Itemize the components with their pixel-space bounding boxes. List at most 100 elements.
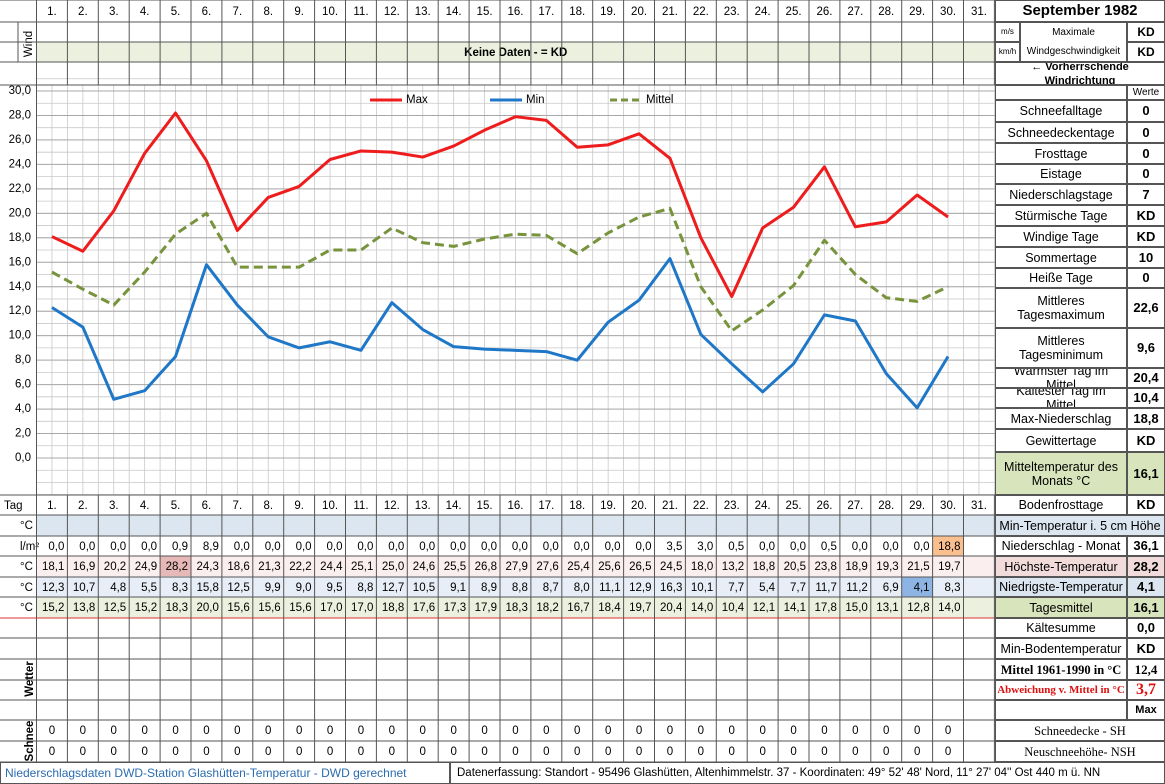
table-value: 15,6 — [258, 602, 280, 614]
table-value: 18,1 — [42, 561, 64, 573]
y-tick-label: 6,0 — [15, 379, 31, 391]
summary-label: Niederschlag - Monat — [995, 536, 1127, 556]
table-value: 0 — [296, 746, 302, 758]
wind-max-label: Windgeschwindigkeit — [1020, 42, 1127, 62]
row-background — [36, 577, 995, 597]
stat-label: Sommertage — [995, 247, 1127, 268]
table-value: 21,3 — [258, 561, 280, 573]
table-value: 0,9 — [172, 541, 188, 553]
day-label: 11. — [353, 500, 368, 512]
footer-source: Niederschlagsdaten DWD-Station Glashütte… — [0, 762, 450, 784]
table-value: 7,7 — [790, 582, 806, 594]
table-value: 15,2 — [42, 602, 64, 614]
table-value: 10,1 — [691, 582, 713, 594]
table-value: 24,9 — [135, 561, 157, 573]
table-value: 18,8 — [382, 602, 404, 614]
highlight-cell — [160, 556, 191, 576]
table-value: 0 — [883, 746, 889, 758]
stat-value: KD — [1127, 226, 1165, 247]
stat-label: Heiße Tage — [995, 268, 1127, 288]
table-value: 13,8 — [73, 602, 95, 614]
summary-value: KD — [1127, 638, 1165, 659]
stat-value: KD — [1127, 205, 1165, 226]
table-value: 26,5 — [629, 561, 651, 573]
table-value: 0 — [636, 746, 642, 758]
legend-label: Mittel — [646, 94, 673, 106]
table-value: 0 — [883, 725, 889, 737]
table-value: 0,0 — [141, 541, 157, 553]
table-value: 0 — [141, 725, 147, 737]
table-value: 27,6 — [536, 561, 558, 573]
table-value: 0 — [389, 746, 395, 758]
wind-direction: ← Vorherrschende Windrichtung — [995, 62, 1165, 85]
table-value: 8,8 — [512, 582, 528, 594]
y-tick-label: 10,0 — [9, 330, 31, 342]
stat-label: Mitteltemperatur des Monats °C — [995, 452, 1127, 495]
stat-label: Schneefalltage — [995, 100, 1127, 122]
summary-label: Abweichung v. Mittel in °C — [995, 680, 1127, 700]
table-value: 0 — [729, 746, 735, 758]
table-value: 17,8 — [815, 602, 837, 614]
table-value: 0,5 — [821, 541, 837, 553]
stats-header: Werte — [1127, 85, 1165, 100]
table-value: 0,0 — [543, 541, 559, 553]
stat-label: Frosttage — [995, 143, 1127, 164]
table-value: 4,8 — [110, 582, 126, 594]
day-label: 19. — [600, 500, 616, 512]
table-value: 0,0 — [914, 541, 930, 553]
legend-label: Max — [406, 94, 428, 106]
table-value: 9,9 — [265, 582, 281, 594]
table-value: 28,2 — [166, 561, 188, 573]
table-value: 0 — [759, 746, 765, 758]
table-value: 18,9 — [845, 561, 867, 573]
table-value: 12,7 — [382, 582, 404, 594]
day-label: 30. — [940, 500, 956, 512]
table-value: 0 — [111, 725, 117, 737]
table-value: 4,1 — [914, 582, 930, 594]
table-value: 0,0 — [48, 541, 64, 553]
table-value: 0 — [172, 725, 178, 737]
summary-value: 28,2 — [1127, 556, 1165, 577]
day-label: 14. — [446, 6, 462, 18]
day-label: 4. — [140, 500, 150, 512]
stat-label: Niederschlagstage — [995, 184, 1127, 205]
table-value: 0 — [234, 725, 240, 737]
stat-label: Bodenfrosttage — [995, 495, 1127, 515]
table-value: 9,1 — [450, 582, 466, 594]
table-value: 3,0 — [697, 541, 713, 553]
row-background — [36, 556, 995, 577]
day-label: 11. — [353, 6, 368, 18]
table-value: 24,4 — [320, 561, 343, 573]
day-label: 6. — [202, 6, 212, 18]
summary-label: Schneedecke - SH — [995, 720, 1165, 741]
table-value: 20,4 — [660, 602, 683, 614]
day-label: 15. — [477, 6, 493, 18]
table-value: 0 — [574, 746, 580, 758]
day-label: 8. — [263, 6, 273, 18]
table-value: 0 — [821, 725, 827, 737]
table-value: 16,9 — [73, 561, 95, 573]
summary-label: Höchste-Temperatur — [995, 556, 1127, 577]
table-value: 0 — [790, 725, 796, 737]
table-value: 11,7 — [815, 582, 837, 594]
day-label: 28. — [878, 500, 894, 512]
stat-value: 7 — [1127, 184, 1165, 205]
y-tick-label: 2,0 — [15, 428, 31, 440]
day-label: 29. — [909, 500, 925, 512]
table-value: 0 — [327, 725, 333, 737]
summary-blank — [995, 700, 1127, 720]
row-background — [36, 515, 995, 536]
day-label: 23. — [724, 500, 740, 512]
table-value: 0,5 — [728, 541, 744, 553]
stat-value: 16,1 — [1127, 452, 1165, 495]
day-label: 20. — [631, 6, 647, 18]
weather-label: Wetter — [24, 661, 36, 697]
table-value: 7,7 — [728, 582, 744, 594]
table-value: 10,5 — [413, 582, 435, 594]
table-value: 0 — [450, 746, 456, 758]
table-value: 25,0 — [382, 561, 404, 573]
day-label: 6. — [202, 500, 212, 512]
table-value: 0 — [574, 725, 580, 737]
day-label: 14. — [446, 500, 462, 512]
y-tick-label: 0,0 — [15, 452, 31, 464]
